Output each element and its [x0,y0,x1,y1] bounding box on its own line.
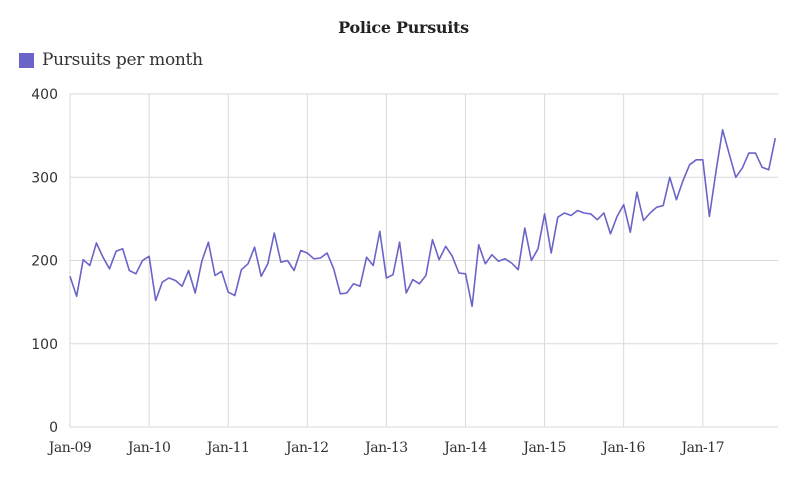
x-tick-label: Jan-13 [363,440,408,456]
series-group [69,129,777,308]
legend-swatch [19,52,34,68]
chart-title: Police Pursuits [338,18,469,37]
x-tick-label: Jan-17 [680,440,725,456]
series-line [69,129,777,308]
x-axis-ticks: Jan-09 Jan-10 Jan-11 Jan-12 Jan-13 Jan-14 Jan-… [47,440,725,456]
x-tick-label: Jan-11 [205,440,250,456]
y-tick-label: 200 [31,254,58,270]
x-tick-label: Jan-09 [47,440,92,456]
legend: Pursuits per month [19,50,203,70]
y-gridlines [70,93,778,428]
y-tick-label: 300 [31,170,58,186]
legend-label: Pursuits per month [42,50,203,70]
y-tick-label: 0 [49,420,58,436]
x-gridlines [69,94,704,427]
x-tick-label: Jan-12 [284,440,329,456]
x-tick-label: Jan-10 [126,440,171,456]
y-axis-ticks: 0 100 200 300 400 [31,87,58,436]
y-tick-label: 100 [31,337,58,353]
y-tick-label: 400 [31,87,58,103]
x-tick-label: Jan-14 [442,440,487,456]
x-tick-label: Jan-16 [600,440,645,456]
x-tick-label: Jan-15 [521,440,566,456]
